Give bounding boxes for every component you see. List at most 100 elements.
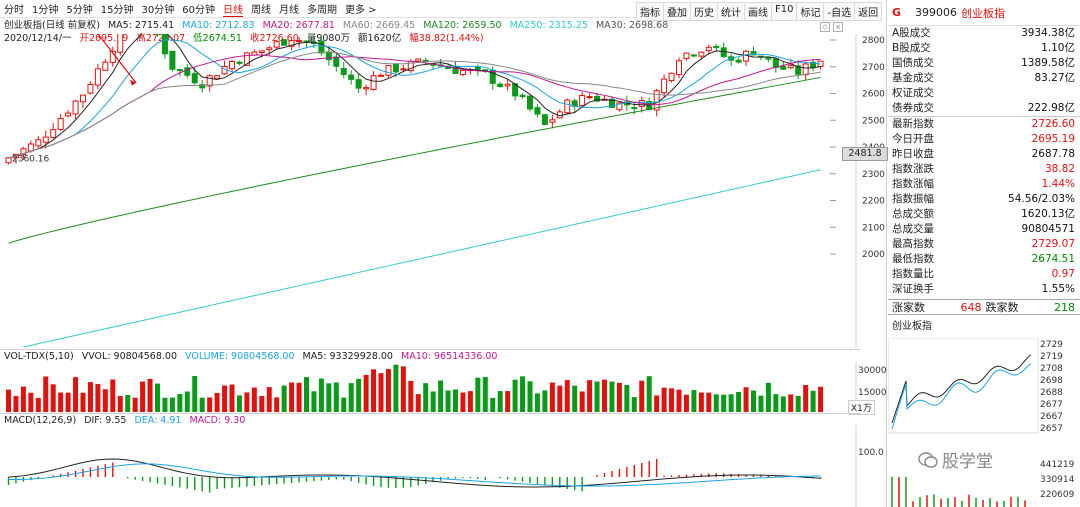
toolbar-button-8[interactable]: 返回	[854, 2, 883, 21]
volume-bar	[169, 397, 175, 412]
ma250-line	[21, 169, 821, 347]
quote-value: 0.97	[1051, 268, 1075, 280]
volume-legend: VOL-TDX(5,10) VVOL: 90804568.00 VOLUME: …	[0, 349, 860, 362]
advance-decline: 涨家数 648 跌家数 218	[888, 299, 1080, 315]
volume-bar	[408, 380, 414, 412]
bar-date: 2020/12/14/一	[4, 33, 72, 44]
bar-open: 开2695.19	[79, 33, 129, 44]
volume-bar	[773, 394, 779, 412]
quote-value: 222.98亿	[1027, 102, 1075, 114]
candle-body	[191, 73, 198, 84]
toolbar-button-0[interactable]: 指标	[636, 2, 664, 21]
quote-value: 2695.19	[1031, 133, 1075, 145]
volume-bar	[453, 389, 458, 412]
timeframe-tab-1[interactable]: 1分钟	[32, 5, 59, 16]
toolbar-button-7[interactable]: -自选	[823, 2, 856, 21]
candle-body	[102, 61, 109, 71]
candle-body	[243, 52, 250, 66]
candle-body	[772, 58, 779, 68]
quote-value: 1.44%	[1041, 178, 1075, 190]
volume-bar	[274, 397, 280, 412]
volume-bar	[795, 395, 801, 412]
volume-chart[interactable]: 30000 15000	[0, 362, 886, 412]
volume-bar	[333, 382, 339, 412]
volume-bar	[564, 380, 570, 412]
volume-bar	[356, 378, 362, 412]
quote-value: 1.55%	[1041, 283, 1075, 295]
toolbar-button-3[interactable]: 统计	[717, 2, 745, 21]
volume-bar	[177, 393, 183, 412]
intraday-mini-chart[interactable]: 2729 2719 2708 2698 2688 2677 2667 2657 441219 33…	[888, 338, 1080, 507]
toolbar-button-5[interactable]: F10	[771, 2, 798, 21]
settings-icon[interactable]: ◇	[820, 22, 830, 32]
toolbar-button-6[interactable]: 标记	[796, 2, 825, 21]
candle-body	[258, 50, 265, 54]
volume-bar	[214, 393, 220, 412]
timeframe-tab-3[interactable]: 15分钟	[100, 5, 134, 16]
volume-bar	[616, 382, 622, 412]
dea-line	[8, 463, 821, 487]
candle-body	[735, 59, 742, 63]
timeframe-tab-6[interactable]: 日线	[222, 1, 243, 17]
toolbar-button-1[interactable]: 叠加	[663, 2, 691, 21]
volume-bar	[184, 391, 190, 412]
volume-bar	[13, 396, 19, 412]
mini-avg-line	[891, 363, 1032, 430]
trend-arrow	[97, 34, 137, 84]
volume-title: VOL-TDX(5,10)	[4, 351, 74, 362]
timeframe-tab-2[interactable]: 5分钟	[66, 5, 93, 16]
candle-body	[27, 143, 34, 152]
ma-legend: 创业板指(日线 前复权) MA5: 2715.41 MA10: 2712.83 …	[4, 19, 673, 32]
chart-toolbar: 指标 叠加 历史 统计 画线 F10 标记 -自选 返回	[636, 2, 883, 21]
timeframe-tab-5[interactable]: 60分钟	[182, 5, 215, 16]
volume-bar	[140, 381, 146, 412]
volume-bar	[624, 384, 630, 412]
candle-body	[214, 75, 221, 79]
price-tick: 2800	[862, 36, 885, 46]
candlestick-chart[interactable]: 2800270026002500240023002200210020002896…	[0, 34, 886, 347]
candle-body	[504, 83, 511, 87]
volume-bar	[579, 391, 585, 412]
toolbar-button-2[interactable]: 历史	[690, 2, 718, 21]
candle-body	[519, 94, 526, 98]
ma30-value: MA30: 2698.68	[595, 20, 669, 31]
volume-bar	[80, 392, 86, 412]
quote-label: 昨日收盘	[892, 148, 934, 160]
volume-bar	[594, 381, 600, 412]
timeframe-tab-4[interactable]: 30分钟	[141, 5, 175, 16]
candle-body	[802, 63, 809, 76]
mini-price-area	[888, 338, 1039, 434]
volume-bar	[736, 391, 742, 412]
volume-bar	[65, 392, 71, 412]
volume-bar	[58, 392, 64, 412]
volume-value: VOLUME: 90804568.00	[185, 351, 295, 362]
quote-value: 2687.78	[1031, 148, 1075, 160]
volume-tick: 15000	[858, 388, 886, 398]
volume-bar	[639, 380, 645, 412]
mini-volume-tick: 220609	[1040, 490, 1075, 500]
volume-bar	[460, 392, 466, 412]
candle-body	[534, 107, 541, 115]
timeframe-tab-0[interactable]: 分时	[4, 5, 24, 16]
volume-bar	[751, 390, 756, 412]
timeframe-tab-10[interactable]: 更多 >	[344, 5, 377, 16]
candle-body	[35, 139, 42, 147]
quote-value: 2729.07	[1031, 238, 1075, 250]
volume-bar	[542, 390, 548, 412]
volume-bar	[609, 381, 615, 412]
timeframe-tab-8[interactable]: 月线	[278, 5, 299, 16]
macd-chart[interactable]: 100.0	[0, 425, 886, 507]
toolbar-button-4[interactable]: 画线	[744, 2, 772, 21]
quote-label: 债券成交	[892, 102, 934, 114]
volume-bar	[117, 395, 123, 412]
volume-bar	[534, 393, 540, 412]
timeframe-tab-9[interactable]: 多周期	[306, 5, 337, 16]
close-icon[interactable]: ×	[833, 22, 843, 32]
volume-bar	[363, 374, 369, 412]
candle-body	[594, 95, 601, 102]
timeframe-tab-7[interactable]: 周线	[250, 5, 271, 16]
watermark: 股学堂	[918, 447, 993, 472]
macd-tick: 100.0	[858, 448, 884, 458]
quote-value: 1620.13亿	[1021, 208, 1075, 220]
volume-bar	[110, 379, 116, 412]
